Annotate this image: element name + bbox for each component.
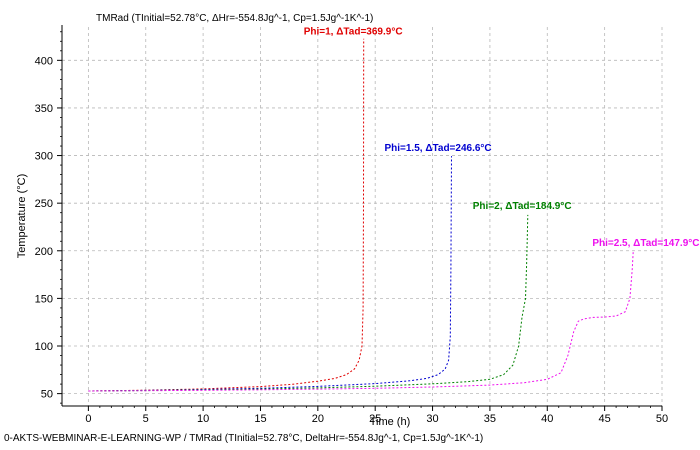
x-tick-label: 25 [369, 413, 381, 425]
x-tick-label: 35 [484, 413, 496, 425]
series-line-3 [88, 214, 529, 392]
x-tick-label: 5 [143, 413, 149, 425]
annotation-label-1: Phi=1, ΔTad=369.9°C [304, 27, 403, 38]
annotation-label-2: Phi=1.5, ΔTad=246.6°C [384, 143, 491, 154]
footer-caption: 0-AKTS-WEBMINAR-E-LEARNING-WP / TMRad (T… [4, 433, 484, 444]
axes: 0 5 10 15 20 25 30 35 40 45 50 50 100 150 200 250 300 350… [35, 25, 668, 425]
y-tick-label: 100 [35, 341, 53, 353]
x-tick-label: 20 [312, 413, 324, 425]
series-line-1 [88, 38, 365, 392]
x-tick-label: 45 [599, 413, 611, 425]
series-annotations: Phi=1, ΔTad=369.9°C Phi=1.5, ΔTad=246.6°C… [304, 27, 700, 249]
x-tick-label: 10 [197, 413, 209, 425]
grid-lines [62, 27, 663, 406]
x-tick-label: 15 [254, 413, 266, 425]
annotation-label-3: Phi=2, ΔTad=184.9°C [473, 201, 572, 212]
x-tick-label: 0 [85, 413, 91, 425]
y-tick-label: 150 [35, 293, 53, 305]
x-tick-label: 50 [656, 413, 668, 425]
y-tick-label: 400 [35, 55, 53, 67]
series-line-2 [88, 156, 452, 392]
series-lines [88, 38, 634, 392]
y-tick-label: 200 [35, 246, 53, 258]
y-axis-label: Temperature (°C) [16, 174, 28, 258]
y-tick-label: 350 [35, 103, 53, 115]
annotation-label-4: Phi=2.5, ΔTad=147.9°C [592, 238, 699, 249]
series-line-4 [88, 250, 634, 392]
x-tick-label: 30 [426, 413, 438, 425]
y-tick-label: 250 [35, 198, 53, 210]
x-tick-label: 40 [541, 413, 553, 425]
y-tick-label: 300 [35, 151, 53, 163]
chart-title: TMRad (TInitial=52.78°C, ΔHr=-554.8Jg^-1… [96, 13, 373, 24]
y-tick-label: 50 [41, 389, 53, 401]
x-axis-label: Time (h) [370, 416, 411, 428]
